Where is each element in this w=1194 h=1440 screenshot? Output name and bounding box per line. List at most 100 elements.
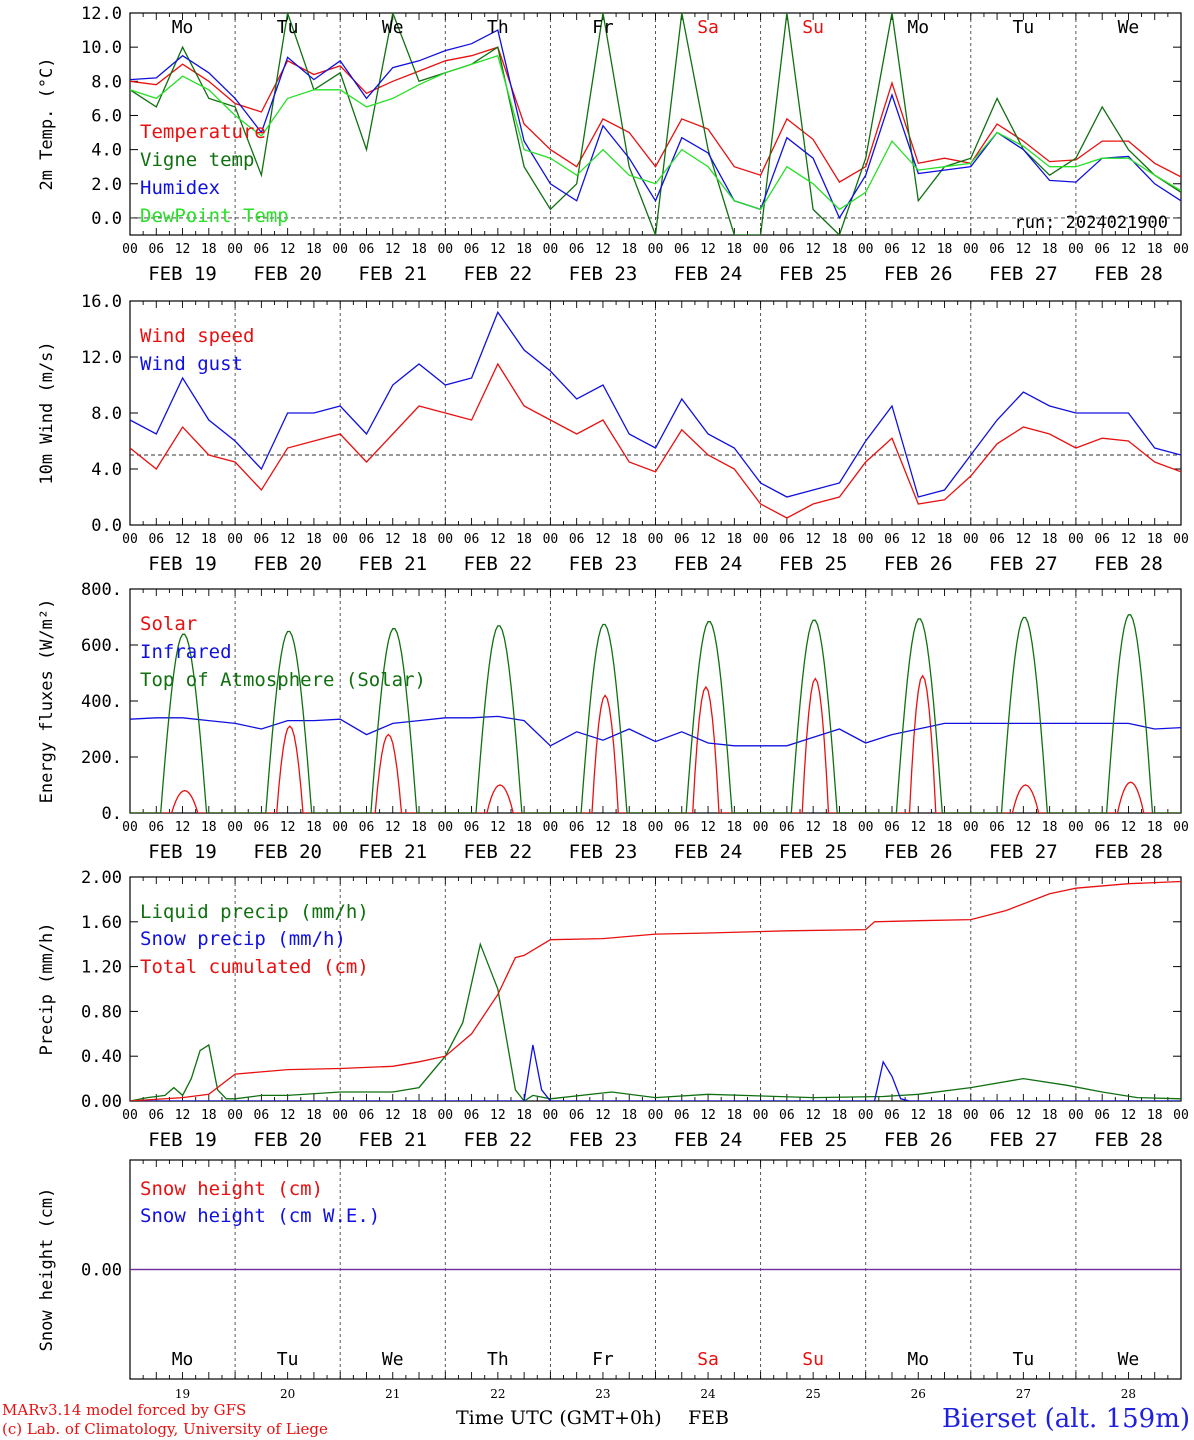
credit-line-2: (c) Lab. of Climatology, University of L… bbox=[2, 1420, 328, 1438]
date-label: FEB 22 bbox=[464, 553, 533, 575]
weekday-label: Tu bbox=[1013, 17, 1035, 38]
hour-tick-label: 18 bbox=[411, 820, 427, 835]
hour-tick-label: 00 bbox=[543, 242, 559, 257]
hour-tick-label: 18 bbox=[1147, 532, 1163, 547]
legend-entry: Liquid precip (mm/h) bbox=[140, 901, 369, 923]
series-group bbox=[130, 13, 1181, 235]
date-label: FEB 19 bbox=[148, 263, 217, 285]
y-tick-label: 12.0 bbox=[81, 348, 122, 368]
series-line-wind-speed bbox=[130, 362, 1181, 519]
hour-tick-label: 18 bbox=[621, 242, 637, 257]
hour-tick-label: 00 bbox=[543, 1108, 559, 1123]
hour-tick-label: 06 bbox=[359, 532, 375, 547]
hour-tick-label: 18 bbox=[1042, 820, 1058, 835]
hour-tick-label: 00 bbox=[1068, 242, 1084, 257]
hour-tick-label: 06 bbox=[148, 820, 164, 835]
weekday-label: We bbox=[1118, 1349, 1140, 1370]
hour-tick-label: 06 bbox=[779, 242, 795, 257]
hour-tick-label: 18 bbox=[306, 242, 322, 257]
day-number: 22 bbox=[490, 1387, 505, 1401]
legend-entry: Humidex bbox=[140, 177, 220, 199]
hour-tick-label: 18 bbox=[306, 820, 322, 835]
hour-tick-label: 00 bbox=[1173, 532, 1189, 547]
series-line-liquid-precip-mm-h- bbox=[130, 941, 1181, 1101]
y-tick-label: 4.0 bbox=[91, 460, 122, 480]
hour-tick-label: 12 bbox=[1016, 1108, 1032, 1123]
hour-tick-label: 06 bbox=[1094, 532, 1110, 547]
y-tick-label: 10.0 bbox=[81, 38, 122, 58]
series-line-humidex bbox=[130, 29, 1181, 220]
hour-tick-label: 12 bbox=[490, 1108, 506, 1123]
day-number: 20 bbox=[280, 1387, 295, 1401]
hour-tick-label: 00 bbox=[858, 1108, 874, 1123]
hour-tick-label: 06 bbox=[989, 532, 1005, 547]
weekday-label: Sa bbox=[697, 1349, 719, 1370]
legend-entry: Vigne temp bbox=[140, 149, 254, 171]
y-tick-label: 200. bbox=[81, 748, 122, 768]
y-axis-label: Precip (mm/h) bbox=[37, 922, 57, 1055]
weekday-label: Su bbox=[802, 1349, 824, 1370]
weekday-label: Mo bbox=[172, 1349, 194, 1370]
hour-tick-label: 12 bbox=[490, 820, 506, 835]
weekday-label: Tu bbox=[1013, 1349, 1035, 1370]
hour-tick-label: 06 bbox=[1094, 242, 1110, 257]
weekday-label: Tu bbox=[277, 17, 299, 38]
hour-tick-label: 06 bbox=[464, 1108, 480, 1123]
hour-tick-label: 00 bbox=[648, 532, 664, 547]
hour-tick-label: 00 bbox=[332, 532, 348, 547]
hour-tick-label: 18 bbox=[726, 1108, 742, 1123]
legend-entry: Infrared bbox=[140, 641, 232, 663]
hour-tick-label: 12 bbox=[490, 532, 506, 547]
date-label: FEB 25 bbox=[779, 1129, 848, 1151]
hour-tick-label: 12 bbox=[175, 532, 191, 547]
hour-tick-label: 00 bbox=[963, 1108, 979, 1123]
hour-tick-label: 18 bbox=[726, 242, 742, 257]
hour-tick-label: 12 bbox=[1121, 1108, 1137, 1123]
weekday-label: Mo bbox=[172, 17, 194, 38]
hour-tick-label: 06 bbox=[674, 820, 690, 835]
hour-tick-label: 00 bbox=[963, 532, 979, 547]
date-label: FEB 23 bbox=[569, 553, 638, 575]
station-name: Bierset (alt. 159m) bbox=[942, 1404, 1190, 1434]
y-tick-label: 4.0 bbox=[91, 141, 122, 161]
weekday-label: Mo bbox=[907, 1349, 929, 1370]
hour-tick-label: 00 bbox=[753, 820, 769, 835]
hour-tick-label: 06 bbox=[884, 820, 900, 835]
hour-tick-label: 00 bbox=[1068, 1108, 1084, 1123]
date-label: FEB 27 bbox=[989, 841, 1058, 863]
series-line-temperature bbox=[130, 46, 1181, 183]
hour-tick-label: 12 bbox=[700, 1108, 716, 1123]
hour-tick-label: 18 bbox=[1042, 242, 1058, 257]
y-tick-label: 0.00 bbox=[81, 1261, 122, 1281]
y-axis-label: Snow height (cm) bbox=[37, 1188, 57, 1352]
hour-tick-label: 18 bbox=[1042, 532, 1058, 547]
weekday-label: Fr bbox=[592, 1349, 614, 1370]
hour-tick-label: 06 bbox=[884, 1108, 900, 1123]
hour-tick-label: 06 bbox=[148, 242, 164, 257]
y-tick-label: 0. bbox=[102, 804, 122, 824]
day-number: 25 bbox=[806, 1387, 821, 1401]
legend-entry: Total cumulated (cm) bbox=[140, 956, 369, 978]
series-line-dewpoint-temp bbox=[130, 54, 1181, 211]
date-label: FEB 21 bbox=[358, 553, 427, 575]
hour-tick-label: 00 bbox=[332, 820, 348, 835]
hour-tick-label: 18 bbox=[411, 532, 427, 547]
hour-tick-label: 12 bbox=[595, 532, 611, 547]
y-tick-label: 8.0 bbox=[91, 404, 122, 424]
hour-tick-label: 18 bbox=[306, 532, 322, 547]
hour-tick-label: 18 bbox=[621, 1108, 637, 1123]
panel-2: 0.0 4.0 8.0 12.0 16.0 10m Wind (m/s) 00 06 12 18 F… bbox=[37, 292, 1189, 575]
hour-tick-label: 00 bbox=[227, 820, 243, 835]
series-line-snow-precip-mm-h- bbox=[130, 1044, 1181, 1101]
date-label: FEB 19 bbox=[148, 553, 217, 575]
hour-tick-label: 00 bbox=[122, 820, 138, 835]
date-label: FEB 19 bbox=[148, 841, 217, 863]
hour-tick-label: 06 bbox=[884, 532, 900, 547]
hour-tick-label: 06 bbox=[569, 1108, 585, 1123]
hour-tick-label: 06 bbox=[674, 1108, 690, 1123]
hour-tick-label: 12 bbox=[910, 1108, 926, 1123]
y-tick-label: 0.40 bbox=[81, 1047, 122, 1067]
hour-tick-label: 00 bbox=[858, 820, 874, 835]
weekday-label: Th bbox=[487, 1349, 509, 1370]
hour-tick-label: 06 bbox=[359, 820, 375, 835]
